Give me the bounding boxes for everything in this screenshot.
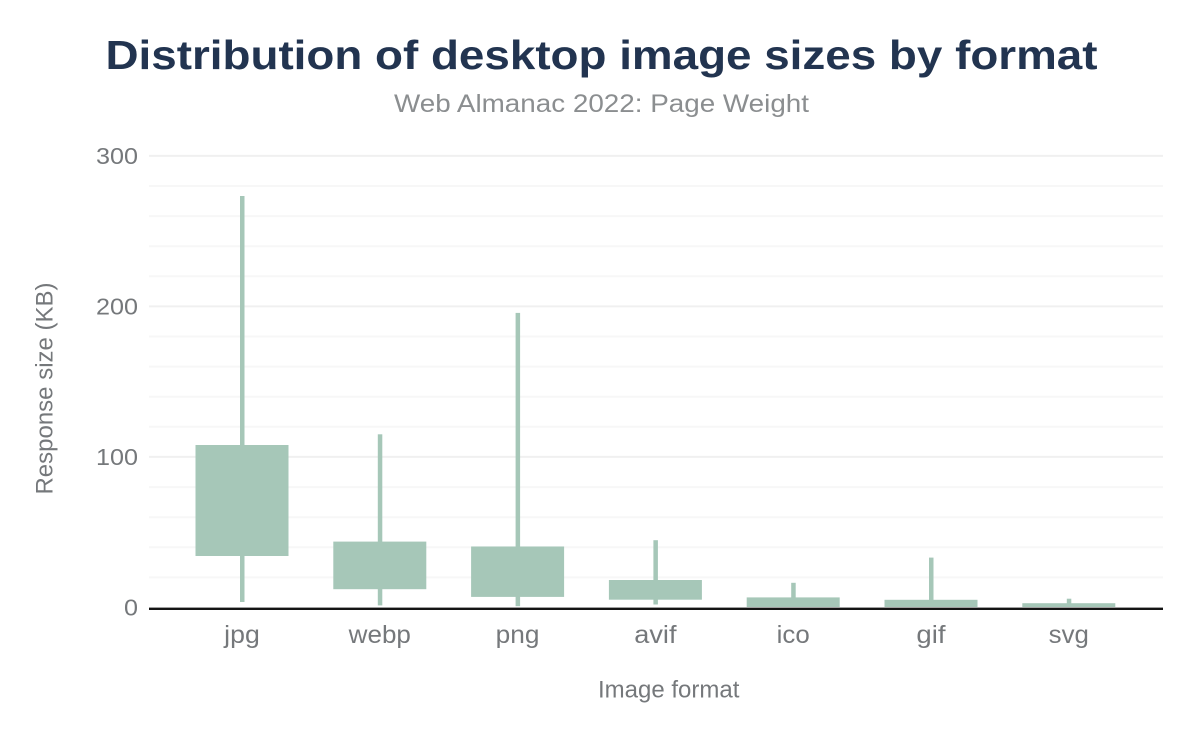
svg-text:png: png — [496, 621, 540, 649]
svg-text:Response size (KB): Response size (KB) — [32, 282, 59, 494]
svg-text:200: 200 — [96, 293, 138, 319]
svg-text:jpg: jpg — [223, 621, 260, 649]
svg-text:100: 100 — [96, 444, 138, 470]
svg-text:300: 300 — [96, 143, 138, 169]
svg-text:gif: gif — [916, 621, 945, 649]
svg-text:webp: webp — [348, 621, 411, 649]
svg-text:Image format: Image format — [598, 677, 740, 704]
svg-text:avif: avif — [634, 621, 676, 649]
svg-text:0: 0 — [124, 595, 138, 621]
svg-text:svg: svg — [1049, 621, 1089, 649]
svg-text:Web Almanac 2022: Page Weight: Web Almanac 2022: Page Weight — [394, 90, 809, 118]
svg-text:Distribution of desktop image: Distribution of desktop image sizes by f… — [106, 32, 1098, 78]
svg-text:ico: ico — [777, 621, 810, 649]
